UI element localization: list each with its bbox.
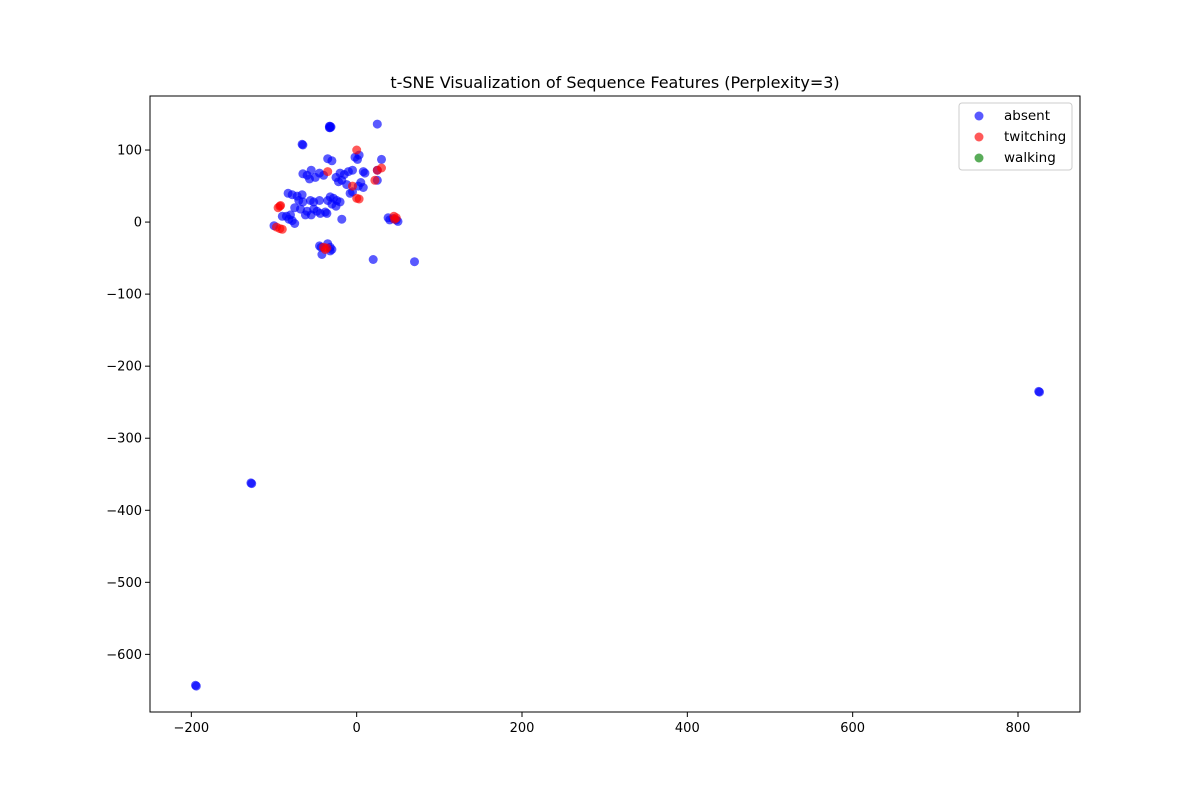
y-tick-label: −400	[106, 504, 142, 519]
point-twitching-2	[377, 163, 386, 173]
chart-title: t-SNE Visualization of Sequence Features…	[390, 73, 839, 92]
point-twitching-3	[323, 167, 333, 177]
point-absent-69	[290, 219, 300, 228]
x-axis: −200 0 200 400 600 800	[173, 712, 1030, 736]
point-absent-53	[331, 201, 341, 211]
point-absent-9	[327, 156, 337, 166]
x-tick-label: 400	[675, 721, 700, 736]
y-tick-label: −100	[106, 288, 142, 303]
point-absent-31	[305, 174, 314, 184]
y-tick-label: −500	[106, 576, 142, 591]
point-twitching-6	[354, 194, 364, 204]
legend-label-absent: absent	[1004, 108, 1050, 124]
point-twitching-0	[352, 145, 362, 155]
legend-marker-twitching	[974, 132, 984, 142]
y-tick-label: 100	[117, 144, 142, 159]
points-layer	[191, 119, 1044, 691]
point-absent-63	[300, 210, 310, 220]
y-tick-label: −600	[106, 648, 142, 663]
legend-marker-absent	[974, 111, 984, 121]
point-absent-84	[368, 255, 378, 264]
point-absent-34	[358, 183, 368, 192]
point-absent-61	[322, 208, 332, 218]
legend: absent twitching walking	[958, 102, 1073, 171]
x-tick-label: −200	[173, 721, 209, 736]
point-twitching-4	[348, 181, 357, 191]
point-absent-85	[410, 257, 419, 267]
point-twitching-7	[370, 175, 380, 185]
point-absent-5	[372, 119, 382, 129]
point-twitching-13	[390, 214, 400, 224]
point-absent-87	[1035, 387, 1044, 397]
y-tick-label: 0	[134, 216, 142, 231]
x-tick-label: 800	[1006, 721, 1031, 736]
y-tick-label: −300	[106, 432, 142, 447]
x-tick-label: 600	[840, 721, 865, 736]
point-absent-91	[191, 681, 201, 691]
point-absent-89	[247, 479, 257, 489]
point-absent-46	[315, 196, 324, 205]
legend-marker-walking	[974, 153, 984, 163]
y-tick-label: −200	[106, 360, 142, 375]
point-absent-71	[337, 214, 347, 224]
legend-label-walking: walking	[1004, 150, 1056, 166]
plot-frame	[149, 95, 1081, 713]
y-axis: 100 0 −100 −200 −300 −400 −500 −600	[106, 144, 150, 663]
point-absent-28	[334, 177, 343, 187]
point-absent-7	[298, 140, 308, 150]
legend-label-twitching: twitching	[1004, 129, 1066, 145]
point-absent-4	[325, 123, 335, 133]
point-twitching-19	[277, 224, 287, 234]
x-tick-label: 0	[353, 721, 361, 736]
point-absent-43	[298, 197, 308, 207]
point-absent-22	[348, 165, 357, 175]
x-tick-label: 200	[510, 721, 535, 736]
point-twitching-10	[276, 201, 286, 210]
point-absent-24	[360, 168, 370, 178]
point-twitching-16	[319, 242, 329, 252]
legend-box	[958, 102, 1073, 171]
point-absent-13	[377, 154, 386, 164]
